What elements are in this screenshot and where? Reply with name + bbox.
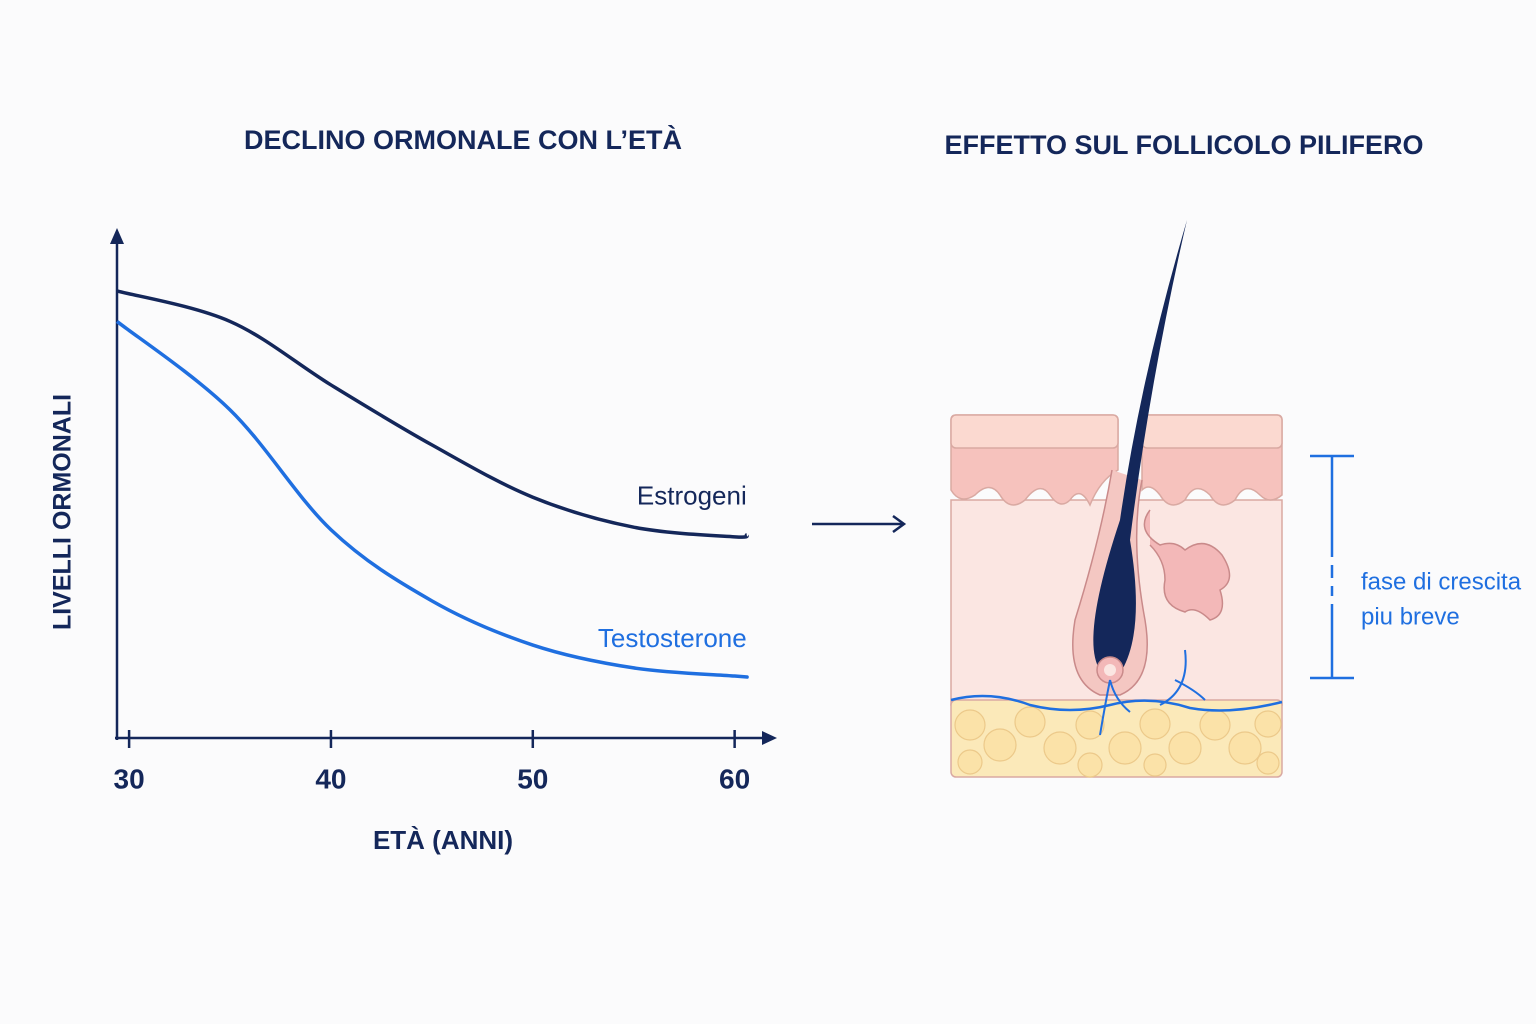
x-tick-label: 50 bbox=[517, 763, 548, 794]
line bbox=[116, 289, 749, 539]
annotation: piu breve bbox=[1361, 603, 1460, 630]
diagram-title: EFFETTO SUL FOLLICOLO PILIFERO bbox=[945, 130, 1424, 160]
y-axis-label: LIVELLI ORMONALI bbox=[49, 394, 77, 630]
x-axis-label: ETÀ (ANNI) bbox=[373, 825, 513, 855]
chart-title: DECLINO ORMONALE CON L’ETÀ bbox=[244, 124, 682, 155]
annotation: fase di crescita bbox=[1361, 568, 1522, 595]
x-tick-label: 60 bbox=[719, 763, 750, 794]
bracket bbox=[1310, 454, 1354, 680]
x-tick-label: 40 bbox=[315, 763, 346, 794]
x-arrow bbox=[762, 731, 777, 745]
y-arrow bbox=[110, 228, 124, 244]
series-label: Estrogeni bbox=[637, 481, 747, 511]
skin-diagram bbox=[950, 220, 1283, 778]
arrow bbox=[812, 514, 907, 534]
series-label: Testosterone bbox=[598, 623, 747, 653]
line bbox=[115, 320, 749, 679]
x-tick-label: 30 bbox=[114, 763, 145, 794]
